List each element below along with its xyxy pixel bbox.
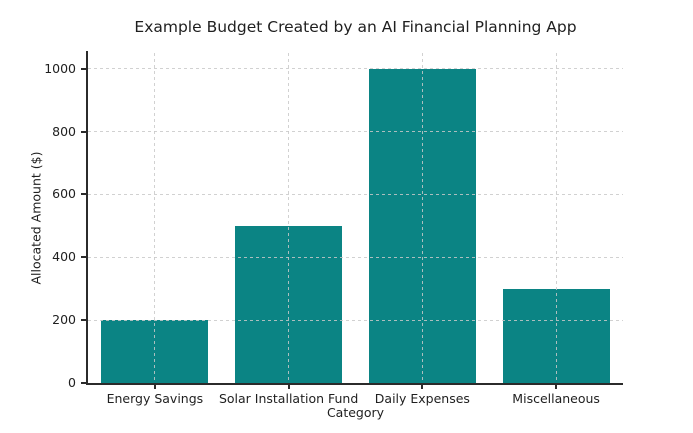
gridline-h-800 — [88, 131, 623, 133]
y-tick-label-600: 600 — [52, 186, 76, 202]
y-tick-label-200: 200 — [52, 312, 76, 328]
y-tick-800 — [81, 130, 86, 133]
y-axis-spine — [86, 51, 88, 383]
gridline-v-1 — [154, 53, 156, 383]
y-tick-label-800: 800 — [52, 123, 76, 139]
gridline-h-400 — [88, 256, 623, 258]
plot-area: 0 200 400 600 800 1000 Energy Savings Solar Ins… — [44, 53, 623, 406]
gridline-v-2 — [288, 53, 290, 383]
x-axis-label: Category — [326, 405, 385, 420]
chart-title: Example Budget Created by an AI Financia… — [134, 18, 577, 36]
x-tick-4 — [555, 385, 558, 389]
y-tick-1000 — [81, 67, 86, 70]
x-tick-label-2: Solar Installation Fund — [218, 391, 359, 406]
x-tick-label-4: Miscellaneous — [512, 391, 600, 406]
y-tick-label-0: 0 — [68, 375, 76, 390]
gridline-h-200 — [88, 319, 623, 321]
y-tick-0 — [81, 382, 86, 384]
x-tick-3 — [421, 385, 424, 389]
gridline-h-1000 — [88, 68, 623, 70]
y-tick-600 — [81, 193, 86, 196]
gridline-h-600 — [88, 193, 623, 195]
x-tick-1 — [153, 385, 156, 389]
x-tick-2 — [287, 385, 290, 389]
y-tick-200 — [81, 319, 86, 322]
x-tick-label-1: Energy Savings — [106, 391, 204, 406]
gridline-v-4 — [555, 53, 557, 383]
gridline-v-3 — [421, 53, 423, 383]
y-tick-label-400: 400 — [52, 249, 76, 265]
y-tick-label-1000: 1000 — [44, 60, 76, 76]
x-tick-label-3: Daily Expenses — [374, 391, 470, 406]
y-tick-400 — [81, 256, 86, 259]
x-axis-spine — [86, 383, 623, 385]
